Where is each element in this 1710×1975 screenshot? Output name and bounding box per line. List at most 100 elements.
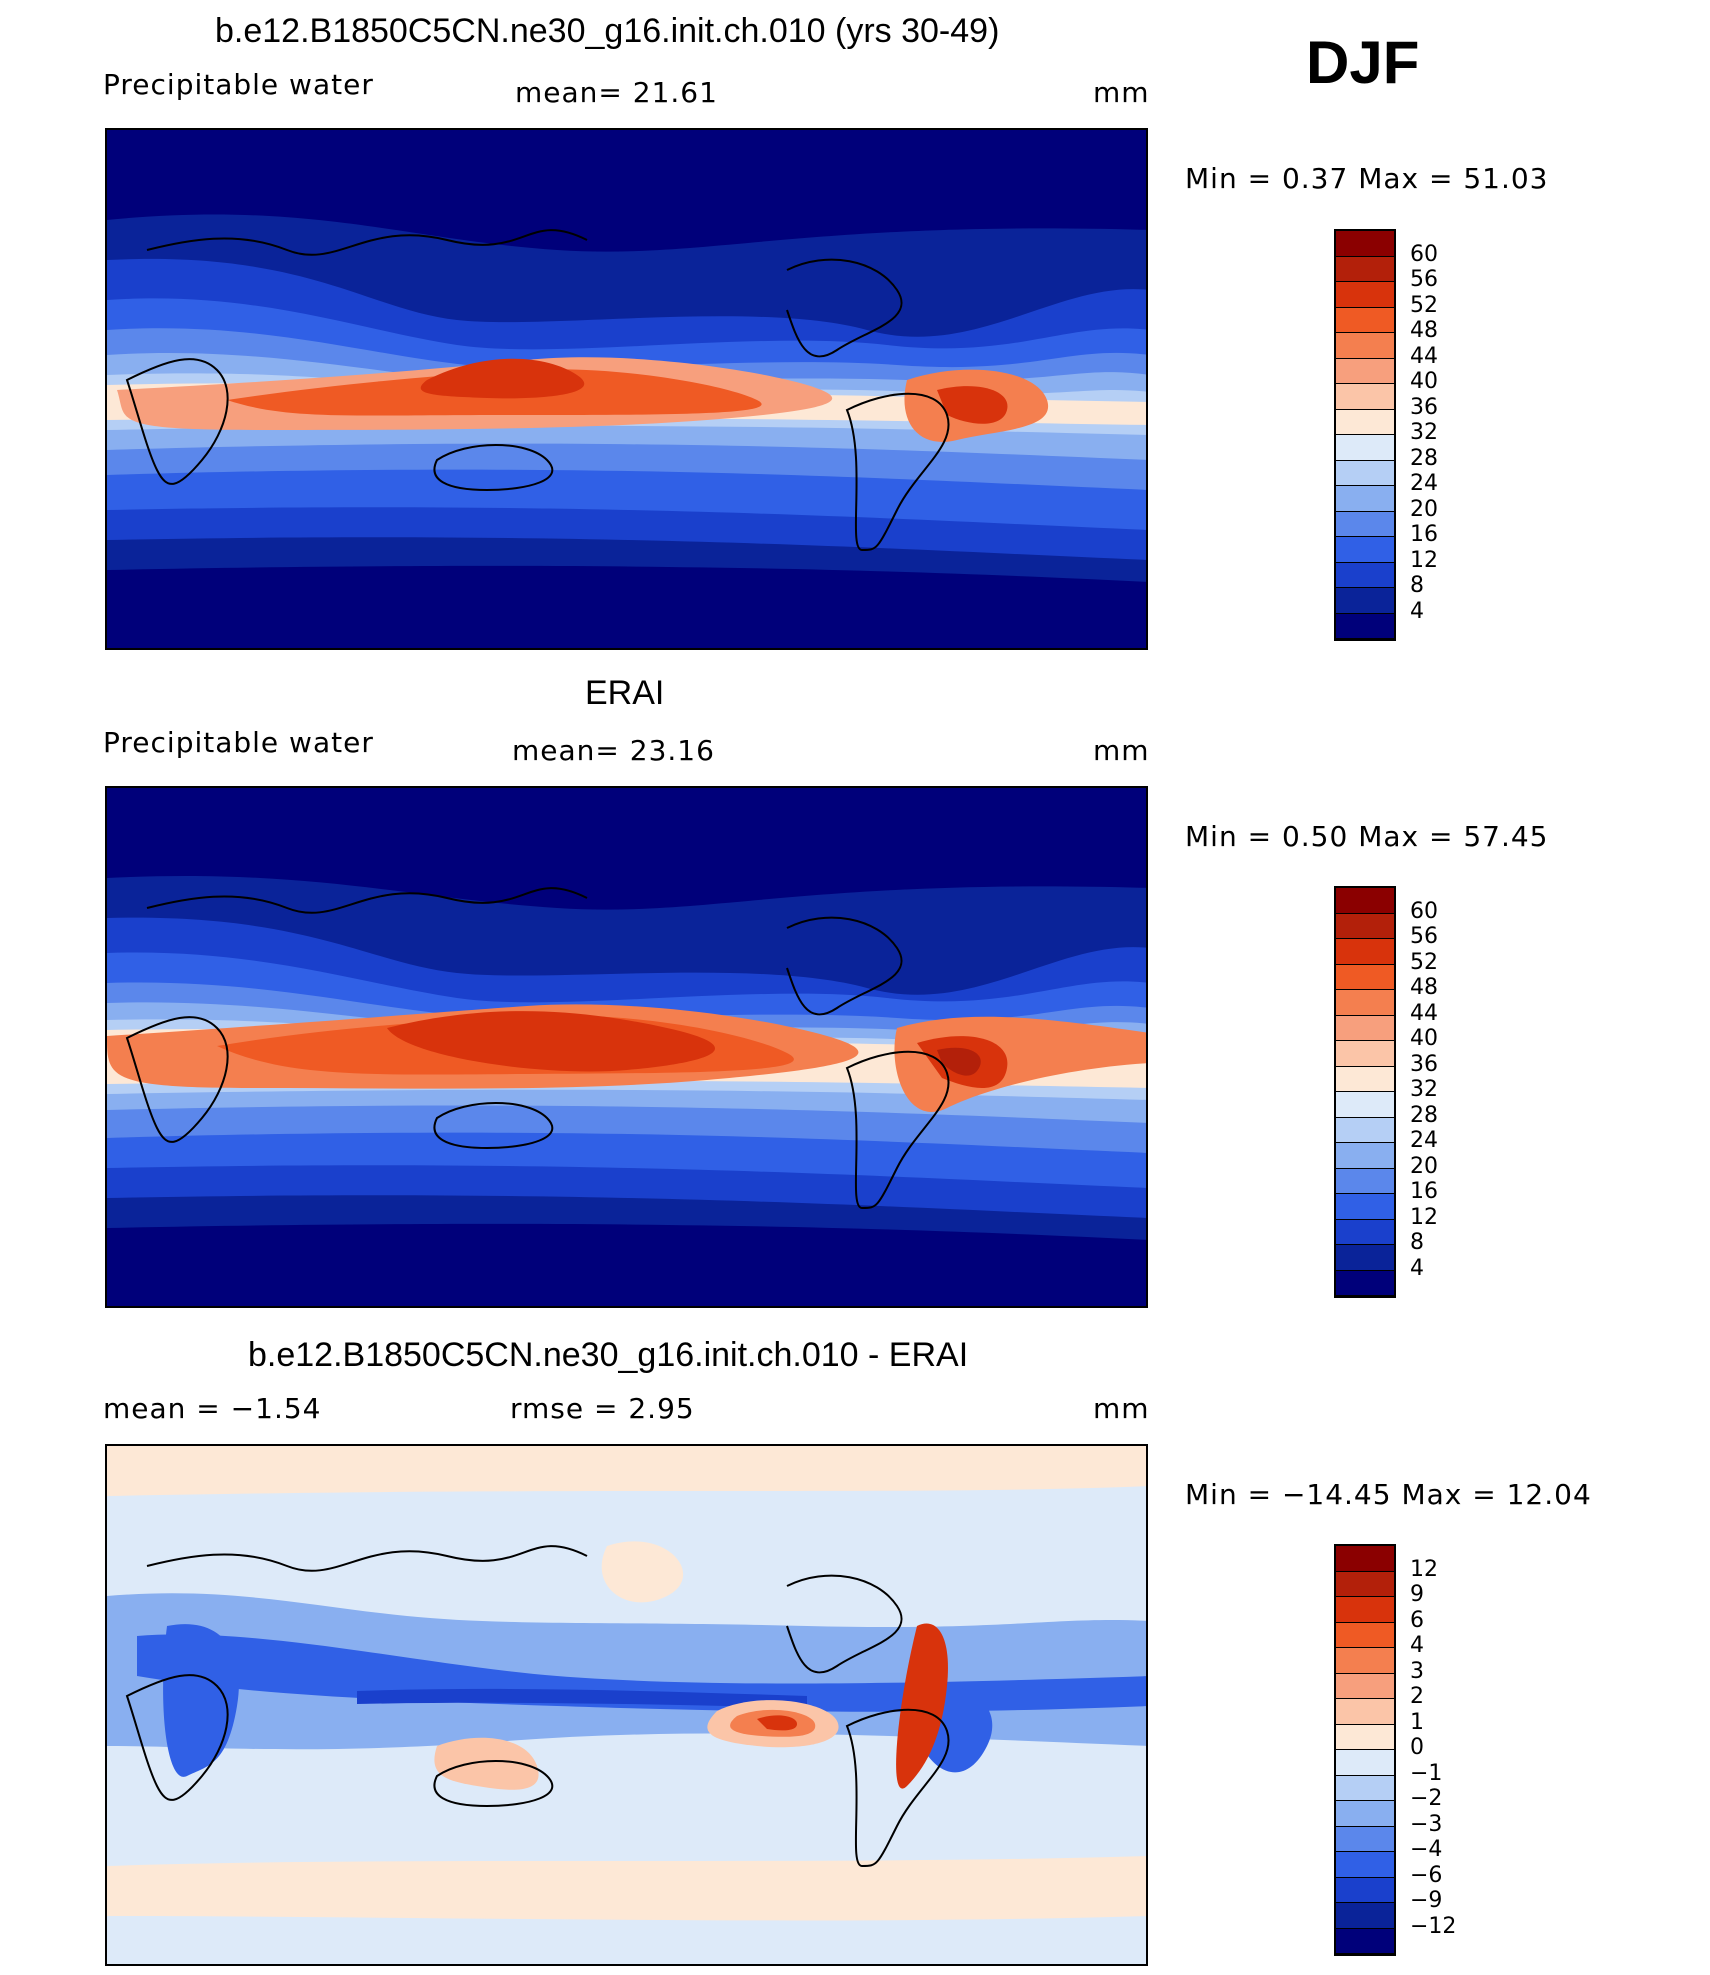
colorbar-swatch (1336, 1852, 1394, 1878)
colorbar-swatch (1336, 409, 1394, 435)
colorbar-swatch (1336, 486, 1394, 512)
colorbar-level-label: 20 (1410, 496, 1438, 522)
colorbar-level-label: 2 (1410, 1684, 1424, 1709)
panel-diff-map (105, 1444, 1148, 1966)
colorbar-swatch (1336, 358, 1394, 384)
panel-obs-title: ERAI (585, 674, 665, 712)
diff-field-plot (107, 1446, 1146, 1964)
colorbar-swatch (1336, 1928, 1394, 1954)
panel-obs-mean-label: mean= 23.16 (512, 734, 715, 767)
colorbar-swatch (1336, 231, 1394, 257)
colorbar-level-label: 44 (1410, 343, 1438, 369)
colorbar-level-label: 32 (1410, 420, 1438, 445)
season-label: DJF (1306, 29, 1420, 96)
colorbar-swatch (1336, 588, 1394, 614)
panel-model-map (105, 128, 1148, 650)
colorbar-level-label: 28 (1410, 445, 1438, 471)
colorbar-swatch (1336, 1877, 1394, 1903)
colorbar-level-label: −1 (1410, 1760, 1443, 1786)
colorbar-swatch (1336, 1041, 1394, 1067)
panel-obs-minmax: Min = 0.50 Max = 57.45 (1185, 820, 1549, 853)
panel-model-units: mm (1093, 76, 1150, 109)
colorbar-level-label: 32 (1410, 1077, 1438, 1102)
colorbar-level-label: 52 (1410, 292, 1438, 318)
panel-diff-mean-label: mean = −1.54 (103, 1392, 322, 1425)
colorbar-swatch (1336, 1546, 1394, 1572)
panel-obs-map (105, 786, 1148, 1308)
panel-diff-colorbar (1334, 1544, 1396, 1956)
colorbar-level-label: 40 (1410, 369, 1438, 394)
colorbar-level-label: 40 (1410, 1026, 1438, 1051)
colorbar-swatch (1336, 460, 1394, 486)
colorbar-level-label: 8 (1410, 1230, 1424, 1255)
colorbar-swatch (1336, 1724, 1394, 1750)
colorbar-swatch (1336, 435, 1394, 461)
colorbar-level-label: 16 (1410, 522, 1438, 547)
colorbar-swatch (1336, 1699, 1394, 1725)
colorbar-swatch (1336, 613, 1394, 639)
colorbar-level-label: 6 (1410, 1607, 1424, 1633)
panel-model-mean-label: mean= 21.61 (515, 76, 718, 109)
colorbar-swatch (1336, 282, 1394, 308)
colorbar-swatch (1336, 537, 1394, 563)
colorbar-swatch (1336, 888, 1394, 914)
colorbar-level-label: 56 (1410, 267, 1438, 292)
colorbar-swatch (1336, 1168, 1394, 1194)
colorbar-level-label: 48 (1410, 318, 1438, 343)
colorbar-level-label: −9 (1410, 1888, 1443, 1913)
colorbar-swatch (1336, 913, 1394, 939)
colorbar-level-label: 36 (1410, 394, 1438, 420)
colorbar-swatch (1336, 1270, 1394, 1296)
colorbar-swatch (1336, 1622, 1394, 1648)
colorbar-swatch (1336, 1597, 1394, 1623)
colorbar-level-label: 8 (1410, 573, 1424, 598)
panel-model-minmax: Min = 0.37 Max = 51.03 (1185, 162, 1549, 195)
colorbar-level-label: 24 (1410, 1128, 1438, 1153)
colorbar-level-label: 28 (1410, 1102, 1438, 1128)
colorbar-level-label: 0 (1410, 1735, 1424, 1760)
colorbar-swatch (1336, 1571, 1394, 1597)
colorbar-level-label: 20 (1410, 1153, 1438, 1179)
colorbar-level-label: 12 (1410, 1204, 1438, 1230)
colorbar-swatch (1336, 511, 1394, 537)
colorbar-level-label: 48 (1410, 975, 1438, 1000)
colorbar-swatch (1336, 562, 1394, 588)
panel-diff-title: b.e12.B1850C5CN.ne30_g16.init.ch.010 - E… (248, 1336, 969, 1374)
colorbar-swatch (1336, 307, 1394, 333)
colorbar-swatch (1336, 990, 1394, 1016)
panel-model-title: b.e12.B1850C5CN.ne30_g16.init.ch.010 (yr… (215, 12, 1000, 50)
colorbar-swatch (1336, 333, 1394, 359)
colorbar-level-label: 16 (1410, 1179, 1438, 1204)
colorbar-swatch (1336, 1903, 1394, 1929)
colorbar-level-label: 4 (1410, 1255, 1424, 1281)
colorbar-swatch (1336, 1143, 1394, 1169)
colorbar-swatch (1336, 1015, 1394, 1041)
colorbar-swatch (1336, 1219, 1394, 1245)
colorbar-swatch (1336, 1801, 1394, 1827)
colorbar-swatch (1336, 1066, 1394, 1092)
panel-obs-variable-label: Precipitable water (103, 726, 374, 759)
colorbar-level-label: 52 (1410, 949, 1438, 975)
model-field-plot (107, 130, 1146, 648)
panel-model-variable-label: Precipitable water (103, 68, 374, 101)
panel-obs-colorbar (1334, 886, 1396, 1298)
colorbar-swatch (1336, 1775, 1394, 1801)
colorbar-level-label: 56 (1410, 924, 1438, 949)
colorbar-swatch (1336, 1245, 1394, 1271)
colorbar-level-label: 36 (1410, 1051, 1438, 1077)
colorbar-level-label: −2 (1410, 1786, 1443, 1811)
obs-field-plot (107, 788, 1146, 1306)
colorbar-level-label: 60 (1410, 898, 1438, 924)
colorbar-swatch (1336, 1194, 1394, 1220)
colorbar-level-label: 12 (1410, 547, 1438, 573)
panel-model-colorbar (1334, 229, 1396, 641)
colorbar-level-label: 60 (1410, 241, 1438, 267)
colorbar-level-label: 4 (1410, 598, 1424, 624)
colorbar-level-label: 1 (1410, 1709, 1424, 1735)
colorbar-swatch (1336, 384, 1394, 410)
colorbar-swatch (1336, 1750, 1394, 1776)
colorbar-level-label: 9 (1410, 1582, 1424, 1607)
colorbar-level-label: 4 (1410, 1633, 1424, 1658)
colorbar-swatch (1336, 939, 1394, 965)
colorbar-swatch (1336, 1648, 1394, 1674)
